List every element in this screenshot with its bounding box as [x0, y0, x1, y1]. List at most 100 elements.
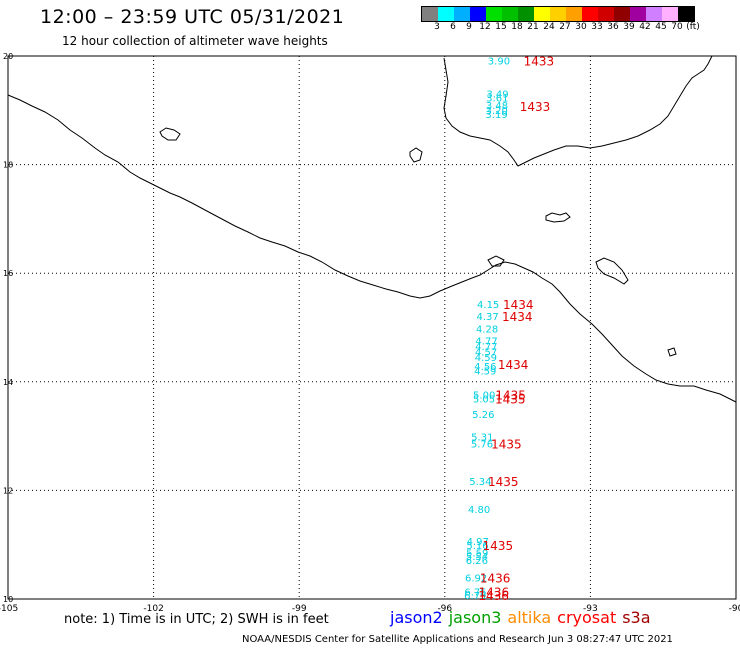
island: [545, 212, 571, 223]
longitude-tick-label: -90: [729, 604, 740, 614]
swh-value: 6.79: [464, 591, 486, 602]
color-swatch: [566, 7, 582, 21]
swh-value: 4.15: [477, 300, 499, 311]
color-scale-label: 12: [479, 22, 491, 32]
swh-value: 5.05: [473, 395, 495, 406]
pass-time: 1434: [498, 358, 529, 372]
island: [667, 347, 677, 357]
pass-time: 1435: [495, 388, 526, 402]
color-swatch: [550, 7, 566, 21]
swh-value: 4.59: [475, 353, 497, 364]
color-scale-label: 39: [623, 22, 635, 32]
swh-value: 4.59: [474, 366, 496, 377]
color-scale-label: 36: [607, 22, 619, 32]
pass-time: 1434: [503, 298, 534, 312]
swh-value: 6.92: [465, 573, 487, 584]
color-scale-label: 27: [559, 22, 571, 32]
swh-value: 5.16: [466, 541, 488, 552]
footnote: note: 1) Time is in UTC; 2) SWH is in fe…: [64, 612, 329, 627]
color-scale-label: 30: [575, 22, 587, 32]
island: [595, 257, 629, 285]
island: [409, 147, 423, 163]
color-swatch: [534, 7, 550, 21]
color-swatch: [438, 7, 454, 21]
color-swatch: [582, 7, 598, 21]
color-scale-label: 9: [466, 22, 472, 32]
graticule: [7, 55, 737, 600]
legend-s3a: s3a: [622, 608, 651, 627]
latitude-tick-label: 10: [3, 595, 13, 604]
color-scale-label: 70: [671, 22, 683, 32]
pass-time: 1436: [478, 589, 509, 603]
axis-tick-labels: -105 -102 -99 -96 -93 -90 20 18 16 14 12 10: [0, 52, 740, 614]
swh-value: 5.34: [469, 477, 491, 488]
color-scale-label: 21: [527, 22, 539, 32]
swh-value: 4.37: [477, 312, 499, 323]
color-scale-label: 24: [543, 22, 555, 32]
latitude-tick-label: 20: [3, 52, 13, 61]
satellite-legend: jason2 jason3 altika cryosat s3a: [390, 608, 657, 627]
pass-times: 1433143314341434143414351435143514351435…: [478, 54, 554, 603]
color-scale-label: 42: [639, 22, 651, 32]
color-scale-label: 15: [495, 22, 507, 32]
color-swatch: [598, 7, 614, 21]
pass-time: 1433: [524, 54, 555, 68]
latitude-tick-label: 18: [3, 161, 13, 170]
swh-value: 5.26: [472, 410, 494, 421]
credit-line: NOAA/NESDIS Center for Satellite Applica…: [242, 634, 673, 645]
pass-time: 1434: [502, 310, 533, 324]
swh-value: 5.00: [473, 390, 495, 401]
legend-jason2: jason2: [390, 608, 443, 627]
color-swatch: [518, 7, 534, 21]
swh-value: 6.26: [466, 556, 488, 567]
swh-value: 5.54: [466, 552, 488, 563]
color-scale-label: 18: [511, 22, 523, 32]
swh-value: 4.97: [467, 537, 489, 548]
island: [487, 255, 505, 267]
legend-cryosat: cryosat: [557, 608, 617, 627]
map-subtitle: 12 hour collection of altimeter wave hei…: [62, 34, 328, 48]
longitude-tick-label: -105: [0, 604, 18, 614]
island: [159, 127, 181, 141]
color-swatch: [486, 7, 502, 21]
swh-value: 3.49: [486, 89, 508, 100]
color-scale-label: (ft): [686, 22, 700, 32]
pass-time: 1435: [483, 539, 514, 553]
swh-value: 4.80: [468, 505, 490, 516]
color-swatch: [678, 7, 694, 21]
longitude-tick-label: -96: [437, 604, 452, 614]
swh-value: 3.19: [485, 110, 507, 121]
longitude-tick-label: -93: [583, 604, 598, 614]
pass-time: 1433: [520, 100, 551, 114]
latitude-tick-label: 12: [3, 486, 13, 495]
legend-altika: altika: [507, 608, 552, 627]
color-swatch: [614, 7, 630, 21]
longitude-tick-label: -102: [143, 604, 163, 614]
swh-value: 5.59: [466, 548, 488, 559]
coastline: [7, 55, 737, 403]
color-scale-label: 33: [591, 22, 603, 32]
swh-value: 3.61: [486, 93, 508, 104]
coastline-pacific: [7, 94, 737, 403]
map-frame: [7, 55, 737, 600]
color-scale-label: 45: [655, 22, 667, 32]
coastline-gulf: [443, 55, 713, 167]
swh-value: 4.77: [475, 342, 497, 353]
legend-jason3: jason3: [448, 608, 502, 627]
color-swatch: [646, 7, 662, 21]
pass-time: 1435: [491, 438, 522, 452]
color-swatch: [454, 7, 470, 21]
swh-value: 6.75: [464, 587, 486, 598]
color-swatch: [422, 7, 438, 21]
latitude-tick-label: 16: [3, 269, 13, 278]
map-title: 12:00 – 23:59 UTC 05/31/2021: [40, 6, 345, 28]
swh-value: 5.76: [471, 440, 493, 451]
swh-value: 4.28: [476, 325, 498, 336]
swh-value: 4.57: [475, 347, 497, 358]
color-scale-label: 6: [450, 22, 456, 32]
swh-value: 3.90: [488, 56, 510, 67]
color-swatch: [662, 7, 678, 21]
longitude-tick-label: -99: [292, 604, 307, 614]
pass-time: 1435: [488, 475, 519, 489]
